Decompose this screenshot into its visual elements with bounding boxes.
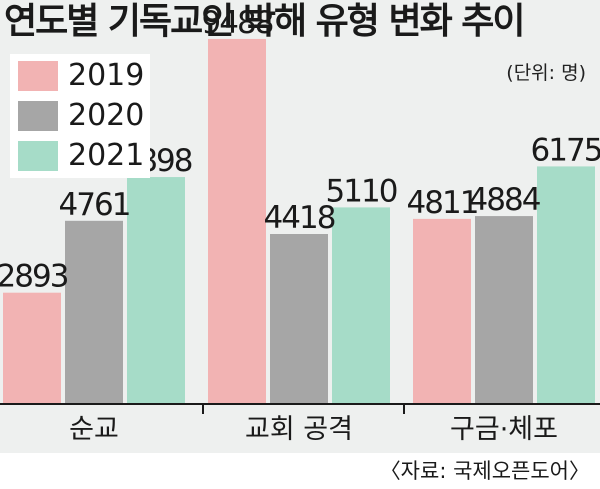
bar-2021-0 bbox=[127, 177, 185, 404]
category-label-1: 교회 공격 bbox=[245, 414, 353, 445]
value-label-2021-1: 5110 bbox=[326, 173, 397, 209]
value-label-2019-2: 4811 bbox=[407, 185, 478, 221]
value-label-2020-0: 4761 bbox=[59, 187, 130, 223]
category-label-0: 순교 bbox=[69, 414, 119, 445]
legend-label-2021: 2021 bbox=[68, 138, 145, 173]
bar-2020-1 bbox=[270, 234, 328, 404]
legend-swatch-2020 bbox=[18, 101, 58, 131]
source-note: 〈자료: 국제오픈도어〉 bbox=[379, 459, 590, 483]
bar-2020-0 bbox=[65, 220, 123, 404]
value-label-2020-2: 4884 bbox=[469, 182, 540, 218]
bar-2020-2 bbox=[475, 216, 533, 404]
legend-item-2021: 2021 bbox=[18, 140, 144, 172]
legend-swatch-2021 bbox=[18, 141, 58, 171]
value-label-2021-2: 6175 bbox=[531, 132, 600, 168]
bar-2019-2 bbox=[413, 218, 471, 404]
category-separators bbox=[202, 404, 405, 414]
bar-2021-1 bbox=[332, 207, 390, 404]
bars-group bbox=[3, 38, 595, 405]
value-label-2019-1: 9488 bbox=[202, 5, 273, 41]
value-label-2019-0: 2893 bbox=[0, 259, 68, 295]
value-label-2020-1: 4418 bbox=[264, 200, 335, 236]
legend-swatch-2019 bbox=[18, 61, 58, 91]
category-labels-group: 순교 교회 공격 구금·체포 bbox=[69, 414, 558, 445]
legend: 2019 2020 2021 bbox=[10, 54, 150, 178]
bar-2019-1 bbox=[208, 38, 266, 405]
legend-label-2020: 2020 bbox=[68, 98, 145, 133]
legend-item-2020: 2020 bbox=[18, 100, 144, 132]
bar-2021-2 bbox=[537, 166, 595, 404]
bar-2019-0 bbox=[3, 292, 61, 404]
legend-label-2019: 2019 bbox=[68, 58, 145, 93]
unit-label: (단위: 명) bbox=[506, 62, 586, 84]
chart-title: 연도별 기독교인 박해 유형 변화 추이 bbox=[4, 1, 525, 42]
category-label-2: 구금·체포 bbox=[450, 414, 558, 445]
legend-item-2019: 2019 bbox=[18, 60, 144, 92]
